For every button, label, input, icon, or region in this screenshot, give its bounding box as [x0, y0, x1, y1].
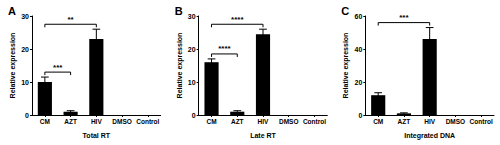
svg-text:DMSO: DMSO: [446, 118, 466, 125]
svg-text:HIV: HIV: [258, 118, 270, 125]
svg-text:Relative expression: Relative expression: [342, 33, 350, 99]
svg-text:40: 40: [355, 46, 363, 53]
svg-text:0: 0: [25, 112, 29, 119]
svg-text:10: 10: [21, 79, 29, 86]
svg-text:AZT: AZT: [398, 118, 411, 125]
svg-text:Control: Control: [470, 118, 493, 125]
svg-text:**: **: [67, 15, 74, 24]
svg-text:Control: Control: [303, 118, 326, 125]
svg-text:20: 20: [188, 46, 196, 53]
svg-text:C: C: [341, 5, 349, 17]
svg-text:HIV: HIV: [424, 118, 436, 125]
svg-text:****: ****: [231, 15, 244, 24]
svg-text:DMSO: DMSO: [112, 118, 132, 125]
svg-text:AZT: AZT: [231, 118, 244, 125]
svg-text:Late RT: Late RT: [250, 132, 276, 139]
svg-text:Total RT: Total RT: [83, 132, 111, 139]
svg-text:CM: CM: [373, 118, 383, 125]
svg-text:0: 0: [192, 112, 196, 119]
svg-text:A: A: [8, 5, 16, 17]
svg-text:HIV: HIV: [91, 118, 103, 125]
svg-text:***: ***: [399, 13, 409, 22]
svg-text:Relative expression: Relative expression: [176, 33, 184, 99]
svg-text:10: 10: [188, 79, 196, 86]
svg-text:CM: CM: [206, 118, 216, 125]
svg-text:Control: Control: [136, 118, 159, 125]
svg-text:0: 0: [358, 112, 362, 119]
svg-text:****: ****: [218, 44, 231, 53]
svg-text:***: ***: [53, 63, 63, 72]
svg-text:60: 60: [355, 13, 363, 20]
svg-text:Relative expression: Relative expression: [9, 33, 17, 99]
svg-text:Integrated DNA: Integrated DNA: [404, 132, 455, 140]
svg-text:DMSO: DMSO: [279, 118, 299, 125]
svg-text:CM: CM: [40, 118, 50, 125]
svg-text:20: 20: [355, 79, 363, 86]
svg-text:B: B: [175, 5, 183, 17]
svg-text:AZT: AZT: [64, 118, 77, 125]
svg-text:30: 30: [21, 13, 29, 20]
svg-text:30: 30: [188, 13, 196, 20]
svg-text:20: 20: [21, 46, 29, 53]
